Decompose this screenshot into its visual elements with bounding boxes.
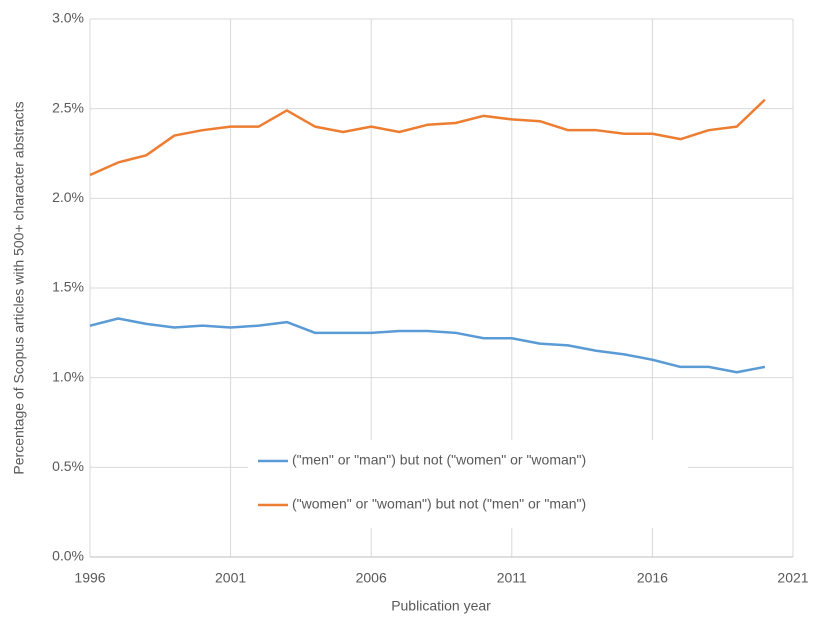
x-tick-label: 2021 (777, 570, 808, 586)
line-series (89, 317, 766, 374)
y-tick-label: 1.0% (52, 368, 84, 384)
x-axis-label: Publication year (391, 598, 491, 614)
x-tick-label: 2001 (215, 570, 246, 586)
legend-label: ("men" or "man") but not ("women" or "wo… (292, 452, 586, 468)
y-tick-label: 3.0% (52, 10, 84, 26)
y-tick-label: 0.5% (52, 458, 84, 474)
y-tick-label: 1.5% (52, 279, 84, 295)
y-tick-label: 2.0% (52, 189, 84, 205)
x-tick-label: 2016 (637, 570, 668, 586)
legend-box (248, 440, 688, 528)
line-series (89, 98, 766, 177)
y-axis-label: Percentage of Scopus articles with 500+ … (11, 101, 27, 474)
y-tick-label: 2.5% (52, 99, 84, 115)
legend-label: ("women" or "woman") but not ("men" or "… (292, 496, 586, 512)
x-tick-label: 1996 (74, 570, 105, 586)
x-tick-label: 2011 (497, 570, 527, 586)
y-tick-label: 0.0% (52, 548, 84, 564)
x-tick-label: 2006 (356, 570, 387, 586)
